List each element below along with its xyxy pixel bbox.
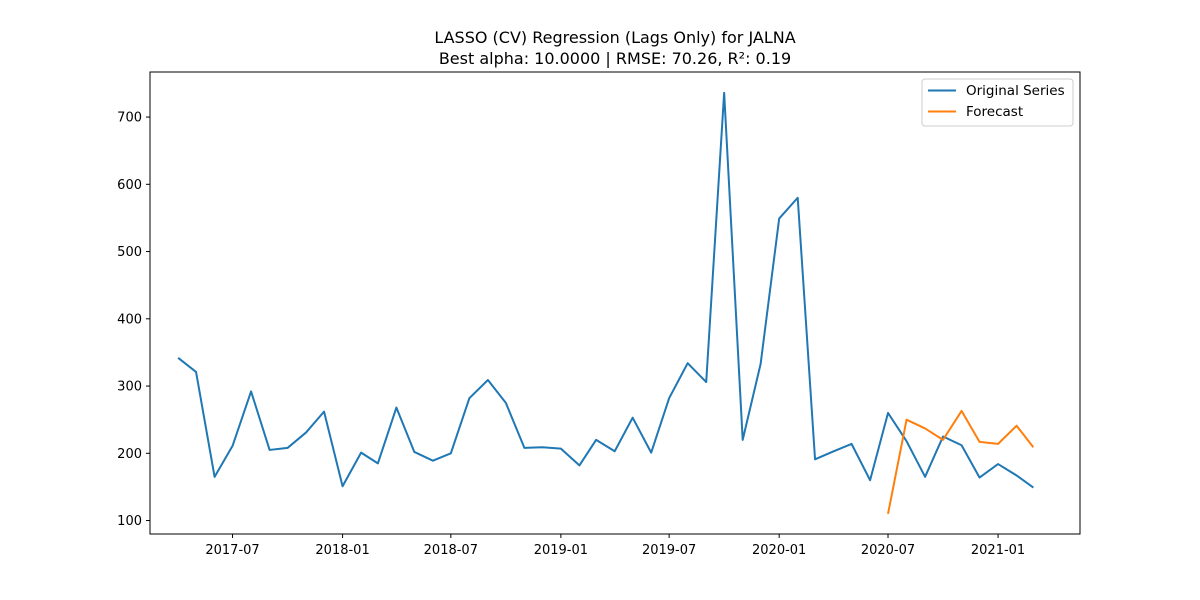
legend-box xyxy=(921,78,1074,127)
y-tick-label: 300 xyxy=(117,380,142,395)
legend-label-forecast: Forecast xyxy=(966,104,1023,120)
legend: Original Series Forecast xyxy=(921,78,1074,127)
y-tick-label: 200 xyxy=(117,447,142,462)
y-tick-label: 400 xyxy=(117,312,142,327)
x-tick-label: 2021-01 xyxy=(971,543,1025,558)
series-line-forecast xyxy=(887,409,1035,515)
plot-series xyxy=(177,91,1035,515)
plot-frame xyxy=(149,71,1081,535)
series-line-original xyxy=(177,91,1034,489)
y-tick-label: 600 xyxy=(117,178,142,193)
x-tick-label: 2017-07 xyxy=(205,543,259,558)
chart-subtitle: Best alpha: 10.0000 | RMSE: 70.26, R²: 0… xyxy=(439,49,791,68)
chart-title: LASSO (CV) Regression (Lags Only) for JA… xyxy=(434,28,795,47)
y-tick-label: 100 xyxy=(117,514,142,529)
legend-label-original-series: Original Series xyxy=(966,83,1065,99)
x-tick-label: 2019-07 xyxy=(642,543,696,558)
y-axis-ticks: 100 200 300 400 500 600 700 xyxy=(117,111,150,529)
x-tick-label: 2020-01 xyxy=(752,543,806,558)
y-tick-label: 500 xyxy=(117,245,142,260)
x-axis-ticks: 2017-07 2018-01 2018-07 2019-01 2019-07 2020-… xyxy=(205,534,1025,558)
x-tick-label: 2018-01 xyxy=(315,543,369,558)
x-tick-label: 2018-07 xyxy=(424,543,478,558)
y-tick-label: 700 xyxy=(117,111,142,126)
x-tick-label: 2020-07 xyxy=(861,543,915,558)
x-tick-label: 2019-01 xyxy=(534,543,588,558)
